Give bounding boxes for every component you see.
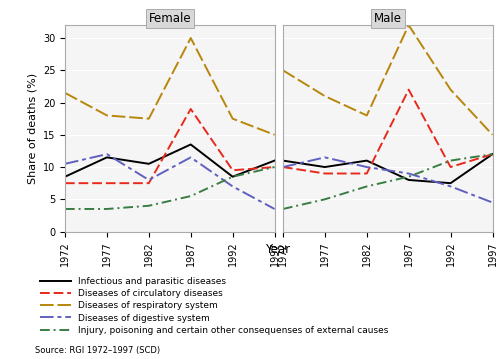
Legend: Infectious and parasitic diseases, Diseases of circulatory diseases, Diseases of: Infectious and parasitic diseases, Disea… xyxy=(40,277,389,335)
Text: Source: RGI 1972–1997 (SCD): Source: RGI 1972–1997 (SCD) xyxy=(35,346,160,355)
Y-axis label: Share of deaths (%): Share of deaths (%) xyxy=(27,73,37,184)
Text: Year: Year xyxy=(265,243,290,256)
Title: Female: Female xyxy=(148,12,191,25)
Title: Male: Male xyxy=(374,12,402,25)
